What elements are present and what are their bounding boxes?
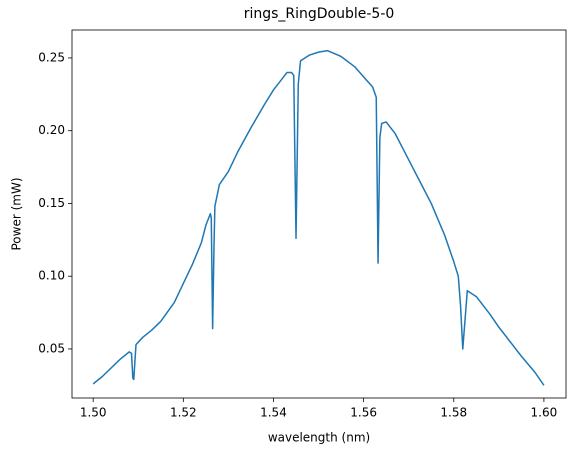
plot-frame — [71, 29, 567, 399]
y-tick-label: 0.05 — [38, 341, 65, 355]
data-line — [92, 49, 545, 386]
y-tick-label: 0.10 — [38, 269, 65, 283]
y-axis-label: Power (mW) — [10, 177, 24, 250]
x-axis-label: wavelength (nm) — [268, 431, 370, 445]
x-tick-label: 1.50 — [80, 406, 107, 420]
x-tick-label: 1.52 — [170, 406, 197, 420]
x-tick-label: 1.58 — [440, 406, 467, 420]
y-tick-label: 0.15 — [38, 196, 65, 210]
chart-title: rings_RingDouble-5-0 — [244, 6, 395, 22]
x-tick-label: 1.60 — [531, 406, 558, 420]
x-tick-label: 1.56 — [350, 406, 377, 420]
x-tick-label: 1.54 — [260, 406, 287, 420]
y-tick-label: 0.20 — [38, 123, 65, 137]
y-tick-label: 0.25 — [38, 50, 65, 64]
